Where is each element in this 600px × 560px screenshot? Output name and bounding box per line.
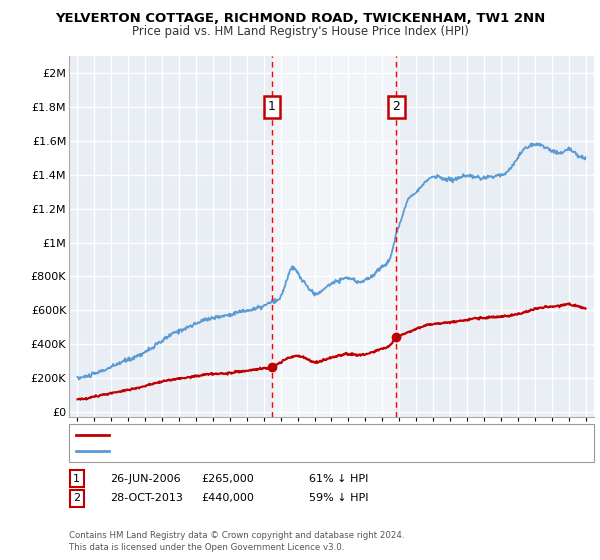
Text: YELVERTON COTTAGE, RICHMOND ROAD, TWICKENHAM, TW1 2NN (detached house): YELVERTON COTTAGE, RICHMOND ROAD, TWICKE… [115, 430, 528, 440]
Text: 59% ↓ HPI: 59% ↓ HPI [309, 493, 368, 503]
Text: YELVERTON COTTAGE, RICHMOND ROAD, TWICKENHAM, TW1 2NN: YELVERTON COTTAGE, RICHMOND ROAD, TWICKE… [55, 12, 545, 25]
Text: £440,000: £440,000 [201, 493, 254, 503]
Text: 2: 2 [392, 100, 400, 113]
Bar [272, 56, 397, 417]
Text: 26-JUN-2006: 26-JUN-2006 [110, 474, 181, 484]
Text: 1: 1 [268, 100, 276, 113]
Text: 1: 1 [73, 474, 80, 484]
Text: 2: 2 [73, 493, 80, 503]
Text: 28-OCT-2013: 28-OCT-2013 [110, 493, 182, 503]
Text: Contains HM Land Registry data © Crown copyright and database right 2024.
This d: Contains HM Land Registry data © Crown c… [69, 531, 404, 552]
Text: Price paid vs. HM Land Registry's House Price Index (HPI): Price paid vs. HM Land Registry's House … [131, 25, 469, 38]
Text: £265,000: £265,000 [201, 474, 254, 484]
Text: 61% ↓ HPI: 61% ↓ HPI [309, 474, 368, 484]
Text: HPI: Average price, detached house, Richmond upon Thames: HPI: Average price, detached house, Rich… [115, 446, 415, 456]
